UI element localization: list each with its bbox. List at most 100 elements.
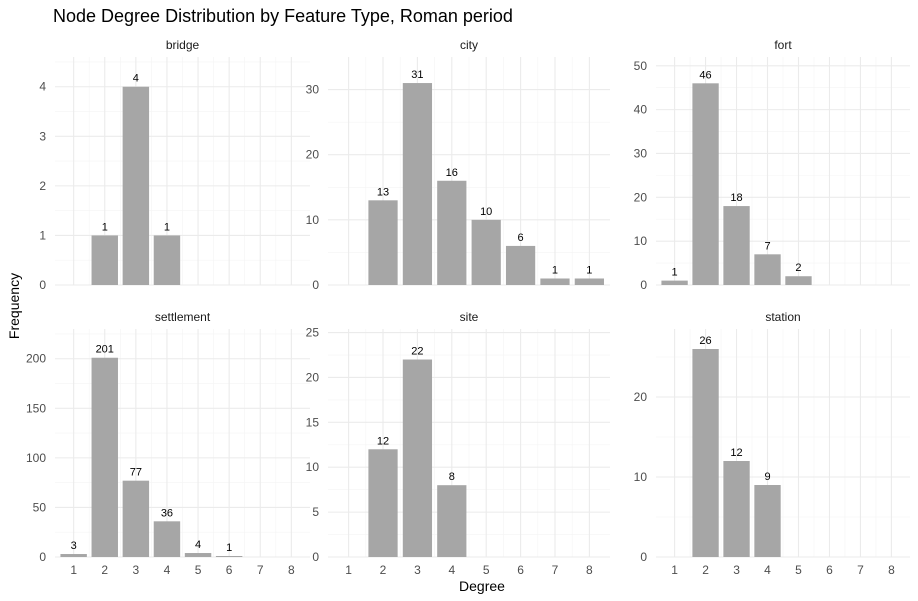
y-tick-label: 50 <box>634 59 648 73</box>
x-tick-label: 1 <box>671 563 678 577</box>
x-tick-label: 4 <box>448 563 455 577</box>
y-tick-label: 20 <box>634 390 648 404</box>
y-tick-label: 0 <box>39 278 46 292</box>
facet-bridge: bridge 0 1 2 3 4 1 4 1 <box>39 38 310 292</box>
bar <box>723 461 750 557</box>
data-label: 1 <box>672 267 678 279</box>
y-tick-label: 10 <box>306 213 320 227</box>
x-axis-title: Degree <box>459 578 505 594</box>
bar <box>437 180 467 285</box>
bar <box>91 357 118 557</box>
bar <box>754 485 781 557</box>
x-tick-label: 3 <box>733 563 740 577</box>
x-tick-label: 6 <box>226 563 233 577</box>
data-label: 3 <box>71 540 77 552</box>
data-label: 12 <box>730 447 742 459</box>
x-tick-label: 2 <box>101 563 108 577</box>
y-axis-title: Frequency <box>6 273 22 339</box>
bar <box>184 553 212 557</box>
data-label: 1 <box>102 221 108 233</box>
y-tick-label: 40 <box>634 103 648 117</box>
x-tick-label: 6 <box>517 563 524 577</box>
bar <box>540 278 570 285</box>
y-tick-label: 200 <box>26 352 46 366</box>
x-tick-label: 4 <box>164 563 171 577</box>
bar <box>368 449 398 557</box>
bar <box>692 83 719 285</box>
x-tick-label: 5 <box>795 563 802 577</box>
y-tick-label: 0 <box>640 278 647 292</box>
data-label: 1 <box>552 264 558 276</box>
y-tick-label: 2 <box>39 179 46 193</box>
bar <box>661 280 688 285</box>
y-tick-label: 15 <box>306 415 320 429</box>
bar <box>471 219 501 285</box>
bar <box>505 245 536 285</box>
bar <box>60 554 87 557</box>
bar <box>368 200 398 285</box>
data-label: 2 <box>795 262 801 274</box>
data-label: 7 <box>764 240 770 252</box>
y-tick-label: 25 <box>306 326 320 340</box>
facet-strip-label: fort <box>774 38 792 52</box>
x-tick-label: 5 <box>483 563 490 577</box>
data-label: 16 <box>446 167 458 179</box>
x-tick-label: 8 <box>288 563 295 577</box>
y-tick-label: 1 <box>39 228 46 242</box>
bar <box>574 278 604 285</box>
y-tick-label: 5 <box>312 505 319 519</box>
y-tick-label: 150 <box>26 401 46 415</box>
bar <box>723 206 750 285</box>
y-tick-label: 20 <box>306 148 320 162</box>
data-label: 4 <box>195 539 201 551</box>
y-tick-label: 20 <box>634 190 648 204</box>
data-label: 6 <box>518 232 524 244</box>
data-label: 201 <box>96 344 114 356</box>
y-tick-label: 50 <box>33 500 47 514</box>
facet-settlement: settlement 0 50 100 150 200 1 2 3 4 5 6 7 8 3 201 77 36 4 1 <box>26 310 310 577</box>
data-label: 9 <box>764 471 770 483</box>
x-tick-label: 4 <box>764 563 771 577</box>
bar <box>402 83 433 285</box>
bar <box>402 359 433 557</box>
y-tick-label: 100 <box>26 451 46 465</box>
x-tick-label: 1 <box>70 563 77 577</box>
y-tick-label: 10 <box>634 234 648 248</box>
bar <box>91 235 118 285</box>
bar <box>785 276 812 285</box>
data-label: 36 <box>161 507 173 519</box>
x-tick-label: 3 <box>133 563 140 577</box>
data-label: 1 <box>164 221 170 233</box>
facet-strip-label: city <box>460 38 478 52</box>
facet-fort: fort 0 10 20 30 40 50 1 46 18 7 2 <box>634 38 910 292</box>
y-tick-label: 0 <box>312 550 319 564</box>
data-label: 22 <box>411 346 423 358</box>
x-tick-label: 7 <box>257 563 264 577</box>
bar <box>215 556 243 557</box>
bar <box>754 254 781 285</box>
bar <box>122 86 150 285</box>
y-tick-label: 0 <box>312 278 319 292</box>
data-label: 46 <box>699 69 711 81</box>
bar <box>437 485 467 557</box>
x-tick-label: 6 <box>826 563 833 577</box>
x-tick-label: 3 <box>414 563 421 577</box>
data-label: 1 <box>586 264 592 276</box>
y-tick-label: 0 <box>640 550 647 564</box>
x-tick-label: 7 <box>857 563 864 577</box>
data-label: 77 <box>130 467 142 479</box>
facet-strip-label: station <box>765 310 800 324</box>
facet-city: city 0 10 20 30 13 31 16 10 6 1 1 <box>306 38 610 292</box>
y-tick-label: 10 <box>634 470 648 484</box>
x-tick-label: 2 <box>702 563 709 577</box>
x-tick-label: 7 <box>552 563 559 577</box>
data-label: 13 <box>377 186 389 198</box>
y-tick-label: 0 <box>39 550 46 564</box>
facet-strip-label: settlement <box>155 310 211 324</box>
chart-title: Node Degree Distribution by Feature Type… <box>53 6 513 26</box>
x-tick-label: 8 <box>888 563 895 577</box>
y-tick-label: 10 <box>306 460 320 474</box>
